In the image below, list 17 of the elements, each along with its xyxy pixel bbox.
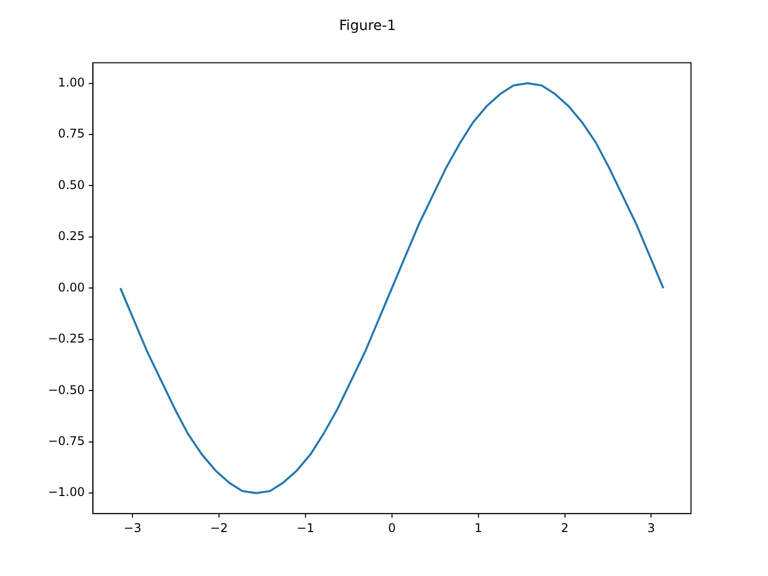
y-tick-label: 0.75 [58, 126, 85, 141]
x-tick-label: 1 [474, 520, 482, 535]
y-tick-label: −0.75 [48, 434, 85, 448]
x-tick-label: −2 [210, 520, 228, 535]
y-tick-label: 0.00 [58, 280, 85, 294]
chart-title: Figure-1 [339, 18, 396, 34]
y-tick-label: −0.25 [48, 332, 85, 346]
x-tick-label: 2 [560, 520, 569, 535]
x-tick-label: −3 [124, 520, 142, 535]
y-tick-label: −1.00 [48, 485, 85, 500]
x-tick-label: −1 [296, 520, 314, 535]
x-tick-label: 0 [388, 520, 396, 535]
y-tick-label: 0.25 [58, 229, 85, 244]
x-tick-label: 3 [647, 520, 656, 535]
y-tick-label: 1.00 [58, 75, 85, 90]
y-tick-label: −0.50 [48, 382, 85, 397]
y-tick-label: 0.50 [58, 178, 85, 192]
